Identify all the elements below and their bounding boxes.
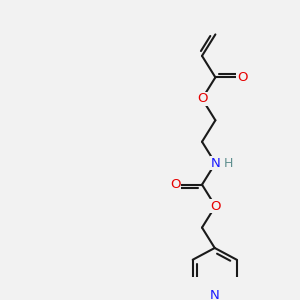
Text: O: O [170,178,181,191]
Text: O: O [197,92,207,105]
Text: N: N [210,289,220,300]
Text: O: O [237,71,247,84]
Text: N: N [211,157,220,170]
Text: H: H [224,157,233,170]
Text: O: O [210,200,220,213]
